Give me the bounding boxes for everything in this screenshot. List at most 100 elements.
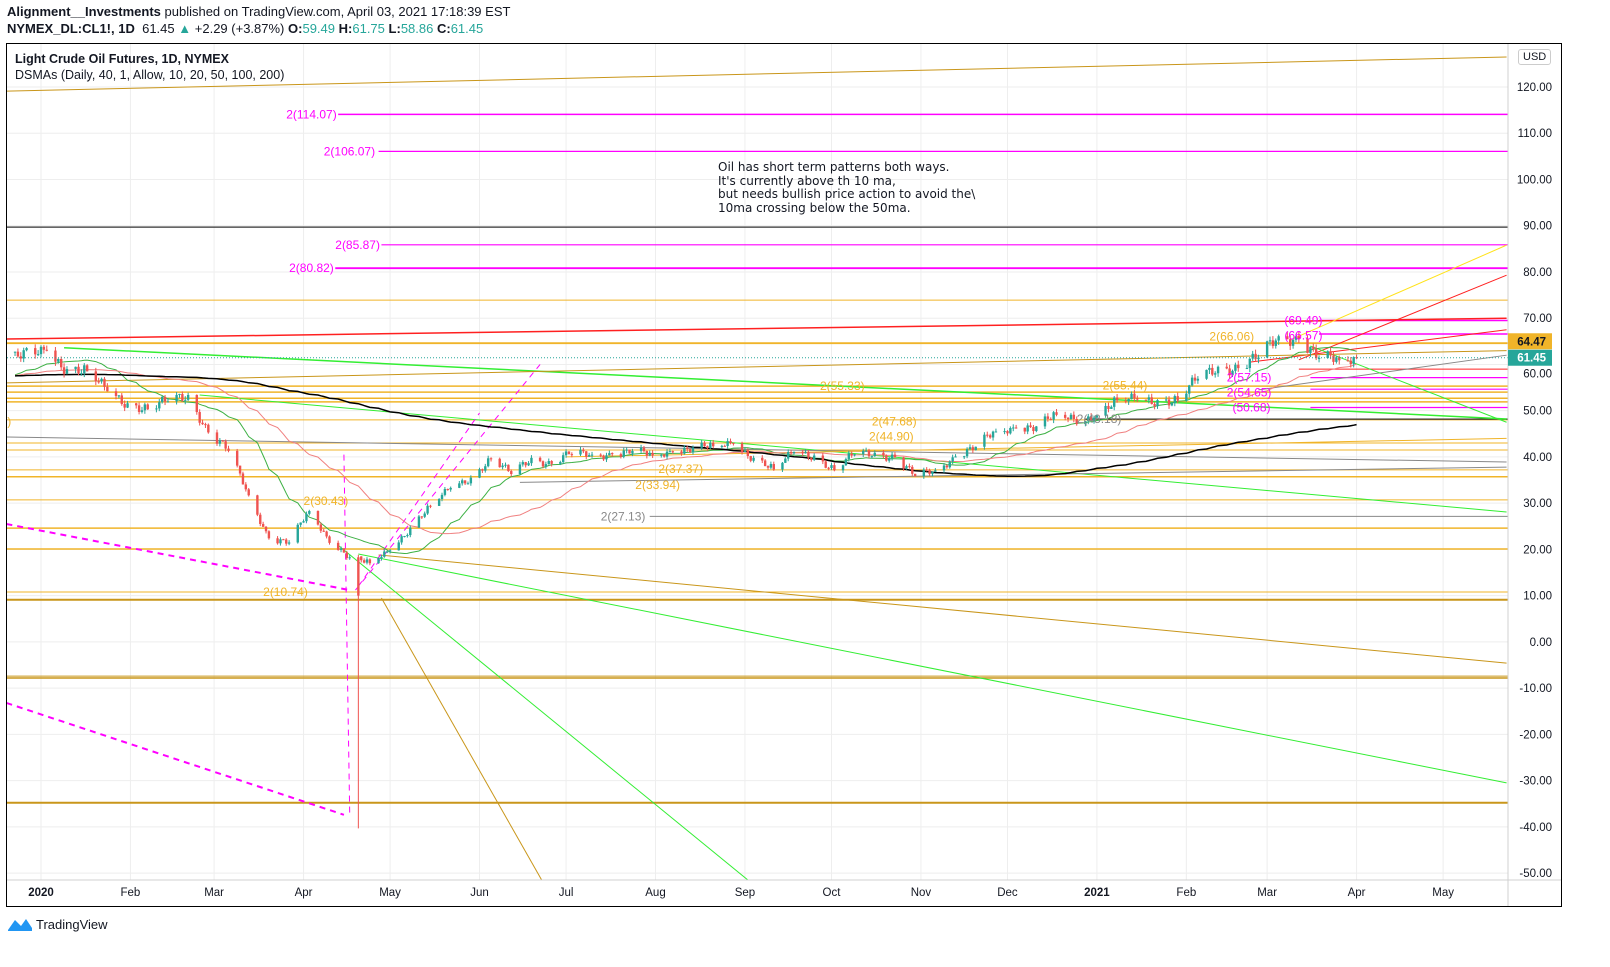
candle-body	[642, 447, 646, 452]
moving-average-200	[15, 373, 1357, 477]
trend-line	[7, 436, 1507, 463]
candle-body	[143, 404, 147, 411]
candle-body	[137, 405, 141, 412]
legend-indicator[interactable]: DSMAs (Daily, 40, 1, Allow, 10, 20, 50, …	[15, 68, 285, 82]
author[interactable]: Alignment__Investments	[7, 4, 161, 19]
candle-body	[1113, 397, 1116, 407]
candle-body	[117, 395, 121, 397]
candle-body	[833, 465, 836, 471]
candle-body	[665, 451, 669, 457]
candle-body	[867, 450, 871, 457]
tradingview-brand[interactable]: TradingView	[7, 916, 108, 932]
candle-body	[94, 371, 98, 382]
level-price-tag: 64.47	[1517, 336, 1546, 348]
candle-body	[1006, 431, 1009, 434]
low-value: 58.86	[400, 21, 434, 36]
candle-body	[887, 458, 891, 461]
level-label: 2(10.74)	[263, 585, 308, 599]
candle-body	[821, 455, 825, 462]
brand-name: TradingView	[36, 916, 108, 932]
candle-body	[824, 461, 827, 468]
candle-body	[397, 542, 400, 551]
candle-body	[380, 556, 383, 559]
currency-button[interactable]: USD	[1518, 49, 1552, 65]
candle-body	[686, 447, 689, 450]
candle-body	[639, 447, 643, 451]
trend-line	[1258, 354, 1507, 391]
candle-body	[339, 548, 343, 550]
candle-body	[158, 402, 161, 409]
time-tick-label: Mar	[204, 887, 224, 899]
candle-body	[844, 459, 848, 466]
candle-body	[1271, 340, 1275, 346]
candle-body	[224, 441, 227, 449]
candle-body	[1087, 416, 1090, 422]
candle-body	[1312, 346, 1315, 349]
last-price-tag: 61.45	[1517, 353, 1546, 365]
candle-body	[530, 457, 533, 464]
price-tick-label: 0.00	[1530, 637, 1552, 649]
candle-body	[400, 536, 403, 543]
publish-info: Alignment__Investments published on Trad…	[7, 4, 510, 19]
candle-body	[238, 465, 242, 474]
candle-body	[893, 454, 897, 458]
candle-body	[622, 450, 625, 457]
candle-body	[740, 443, 744, 453]
candle-body	[1211, 367, 1214, 375]
candle-body	[25, 348, 28, 351]
level-label: 7)	[1, 414, 12, 428]
candle-body	[13, 351, 17, 353]
level-label: 2(85.87)	[335, 238, 380, 252]
candle-body	[1089, 416, 1093, 421]
trend-line	[380, 597, 543, 880]
candle-body	[951, 457, 954, 462]
level-label: 2(33.94)	[635, 478, 680, 492]
candle-body	[80, 373, 83, 375]
candle-body	[1003, 431, 1006, 433]
level-label: 2(80.82)	[289, 261, 334, 275]
close-value: 61.45	[450, 21, 484, 36]
candle-body	[968, 447, 972, 450]
candle-body	[478, 469, 481, 478]
up-triangle-icon: ▲	[178, 21, 192, 36]
symbol-info: NYMEX_DL:CL1!, 1D 61.45 ▲ +2.29 (+3.87%)…	[7, 21, 483, 36]
candle-body	[1072, 414, 1076, 420]
candle-body	[1014, 427, 1018, 429]
candle-body	[423, 513, 426, 517]
trend-line	[7, 317, 1507, 340]
candle-body	[1150, 397, 1153, 405]
price-tick-label: 20.00	[1523, 544, 1552, 556]
candle-body	[1176, 396, 1179, 401]
candle-body	[922, 469, 926, 477]
candle-body	[360, 556, 363, 561]
candle-body	[651, 452, 654, 456]
candle-body	[1092, 417, 1096, 421]
candle-body	[155, 408, 158, 410]
open-label: O:	[288, 21, 303, 36]
candle-body	[227, 448, 230, 451]
candle-body	[1012, 427, 1015, 429]
candle-body	[501, 465, 504, 468]
level-label: (69.49)	[1284, 314, 1322, 328]
candle-body	[934, 470, 937, 472]
candle-body	[749, 456, 752, 461]
level-label: 2(30.43)	[304, 494, 349, 508]
candle-body	[1231, 370, 1234, 376]
price-tick-label: 80.00	[1523, 267, 1552, 279]
candle-body	[908, 466, 911, 468]
candle-body	[1153, 404, 1156, 407]
candle-body	[645, 451, 649, 456]
candle-body	[1346, 360, 1350, 362]
candle-body	[668, 451, 672, 453]
candle-body	[564, 451, 568, 456]
candle-body	[59, 359, 63, 368]
candle-body	[691, 447, 695, 453]
candle-body	[195, 394, 198, 413]
candle-body	[827, 467, 830, 469]
candle-body	[890, 454, 894, 459]
low-label: L:	[388, 21, 401, 36]
trend-line	[337, 544, 749, 880]
candle-body	[469, 477, 473, 484]
candle-body	[1335, 357, 1338, 362]
